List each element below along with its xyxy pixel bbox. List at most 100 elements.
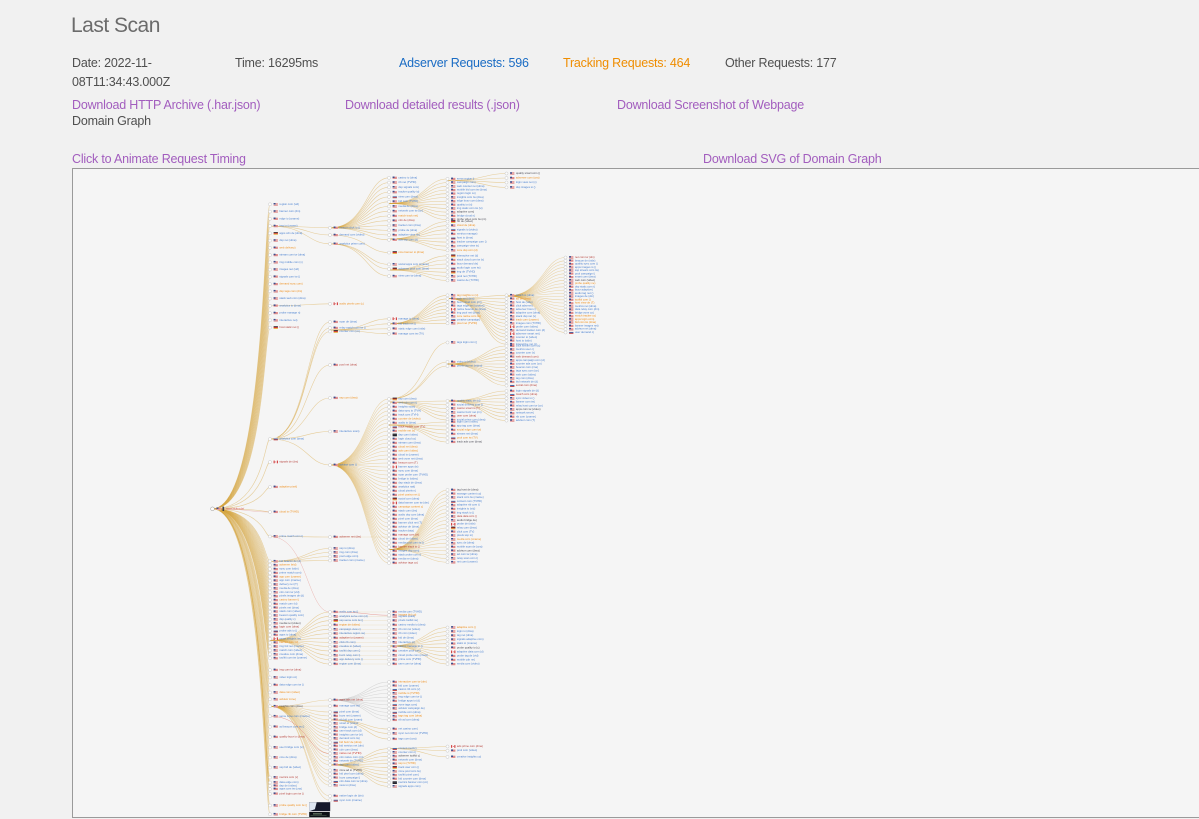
svg-text:banner com (dm): banner com (dm): [279, 209, 300, 213]
svg-text:ads prime com (dma): ads prime com (dma): [457, 744, 483, 748]
svg-text:pool com (video): pool com (video): [457, 748, 477, 752]
svg-text:casino banner i): casino banner i): [279, 598, 299, 602]
svg-text:zone pool com tw): zone pool com tw): [398, 769, 420, 773]
svg-text:advisor com (dma): advisor com (dma): [457, 548, 480, 552]
svg-text:click com (TV): click com (TV): [457, 529, 475, 533]
svg-text:creative pool com): creative pool com): [398, 649, 421, 653]
svg-text:adserver com (cna): adserver com (cna): [516, 176, 540, 180]
svg-text:static io (cname): static io (cname): [457, 641, 477, 645]
svg-text:dsp net (dma): dsp net (dma): [279, 238, 296, 242]
svg-text:bid beacon de (d): bid beacon de (d): [279, 559, 300, 563]
svg-text:user com tw (dma): user com tw (dma): [398, 662, 421, 666]
svg-text:view io (dma): view io (dma): [339, 783, 355, 787]
svg-text:relay host com tw (cn): relay host com tw (cn): [516, 403, 543, 407]
svg-text:mobile scan de (cna): mobile scan de (cna): [457, 545, 483, 549]
svg-text:core banner io (dma): core banner io (dma): [398, 250, 424, 254]
svg-text:data edge com tw (): data edge com tw (): [279, 683, 303, 687]
svg-text:pixel com (dma): pixel com (dma): [339, 710, 359, 714]
svg-text:pool com tw (TV): pool com tw (TV): [457, 436, 478, 440]
svg-text:social edge com tw): social edge com tw): [457, 428, 481, 432]
svg-text:click stream com (c): click stream com (c): [516, 344, 541, 348]
svg-text:casino de (TVHD): casino de (TVHD): [457, 278, 479, 282]
svg-text:img static com tw (vi): img static com tw (vi): [457, 206, 483, 210]
svg-text:social apps com (cname): social apps com (cname): [398, 262, 429, 266]
svg-text:cdn native com (cn): cdn native com (cn): [339, 755, 363, 759]
svg-text:bid counter com (dma): bid counter com (dma): [398, 776, 426, 780]
svg-text:pixel com (dma): pixel com (dma): [398, 517, 418, 521]
svg-text:web com (video): web com (video): [516, 372, 536, 376]
svg-text:buzz campaign i): buzz campaign i): [339, 775, 360, 779]
svg-text:counter com t): counter com t): [398, 750, 416, 754]
svg-text:metrics user c): metrics user c): [516, 347, 534, 351]
svg-text:interactive pi): interactive pi): [398, 640, 414, 644]
svg-text:toolkit pixel com): toolkit pixel com): [398, 773, 419, 777]
svg-text:quality smart com (): quality smart com (): [516, 171, 540, 175]
svg-text:interactive net): interactive net): [279, 318, 297, 322]
svg-text:bid pixel com (dma): bid pixel com (dma): [339, 772, 363, 776]
svg-text:bridge rtb com (TVHD): bridge rtb com (TVHD): [279, 812, 307, 816]
svg-text:pixels images de (d): pixels images de (d): [279, 594, 304, 598]
svg-text:bridge io (video): bridge io (video): [398, 477, 418, 481]
svg-text:media de (dma): media de (dma): [279, 586, 298, 590]
svg-text:data data com (): data data com (): [457, 514, 477, 518]
svg-text:pool campaign i): pool campaign i): [575, 271, 595, 275]
svg-text:stack com (dm): stack com (dm): [398, 509, 417, 513]
svg-text:media net (dma): media net (dma): [398, 557, 418, 561]
svg-text:tags tag com (dma): tags tag com (dma): [398, 714, 422, 718]
svg-text:manage com tw (TV): manage com tw (TV): [398, 331, 424, 335]
svg-text:stack web com (dma): stack web com (dma): [279, 296, 305, 300]
svg-text:tags login com (): tags login com (): [457, 340, 477, 344]
svg-text:toolkit com (): toolkit com (): [575, 297, 591, 301]
svg-text:metrics manage): metrics manage): [457, 231, 478, 235]
svg-text:network com tw (cn): network com tw (cn): [398, 209, 423, 213]
svg-text:apps ads net (dma): apps ads net (dma): [339, 698, 363, 702]
svg-text:metrics banner com (cn): metrics banner com (cn): [398, 780, 428, 784]
svg-text:adserver toolkit c): adserver toolkit c): [398, 754, 420, 758]
svg-text:rtb com tw (video): rtb com tw (video): [398, 627, 420, 631]
svg-text:web zone net (dma): web zone net (dma): [398, 457, 422, 461]
svg-text:buzz adaptive): buzz adaptive): [575, 288, 593, 292]
svg-text:host io (vide): host io (vide): [516, 338, 532, 342]
svg-text:login io (dma): login io (dma): [457, 629, 474, 633]
svg-text:core dsp com (d): core dsp com (d): [457, 248, 478, 252]
svg-text:dsp com (video): dsp com (video): [339, 762, 359, 766]
svg-text:ad com tw (dma): ad com tw (dma): [457, 552, 478, 556]
svg-text:web counter net (dma): web counter net (dma): [457, 184, 485, 188]
svg-text:signals qualit): signals qualit): [398, 614, 415, 618]
svg-text:content com (TVHD): content com (TVHD): [457, 499, 482, 503]
svg-text:match io (dma): match io (dma): [516, 293, 534, 297]
svg-text:quality io (vi): quality io (vi): [457, 202, 473, 206]
svg-text:track com (TVH): track com (TVH): [398, 413, 418, 417]
svg-text:video login co): video login co): [279, 675, 297, 679]
svg-text:dsp tags com (dm): dsp tags com (dm): [279, 289, 302, 293]
svg-text:sync video io (): sync video io (): [516, 396, 535, 400]
svg-text:audio bridge de): audio bridge de): [457, 518, 477, 522]
svg-text:region com (vid): region com (vid): [279, 202, 299, 206]
svg-text:img mobile com (v): img mobile com (v): [279, 260, 302, 264]
svg-text:probe de (dma): probe de (dma): [398, 228, 417, 232]
svg-text:apps com tw (video): apps com tw (video): [516, 407, 541, 411]
svg-text:media pool com tw (): media pool com tw (): [398, 541, 424, 545]
svg-text:match com (video): match com (video): [279, 648, 302, 652]
svg-text:app delivery com (): app delivery com (): [339, 657, 362, 661]
svg-text:host static net (): host static net (): [279, 325, 299, 329]
svg-text:mobile bid com tw (dma): mobile bid com tw (dma): [457, 188, 487, 192]
svg-text:cloud probe com (cnam): cloud probe com (cnam): [398, 653, 428, 657]
svg-text:mobile cdn ne): mobile cdn ne): [457, 658, 475, 662]
svg-text:core native com tw): core native com tw): [457, 314, 481, 318]
svg-text:interactive region ne): interactive region ne): [339, 631, 365, 635]
svg-text:relay com (dma): relay com (dma): [457, 526, 477, 530]
svg-text:social com (dma): social com (dma): [398, 497, 419, 501]
svg-text:ssp bid de (video): ssp bid de (video): [279, 765, 301, 769]
svg-text:signals com tw (): signals com tw (): [279, 274, 300, 278]
svg-text:img edge com tw (): img edge com tw (): [398, 695, 421, 699]
svg-text:probe ads io (): probe ads io (): [279, 629, 297, 633]
svg-text:probe com (video): probe com (video): [516, 324, 538, 328]
svg-text:web net (dma): web net (dma): [457, 296, 475, 300]
svg-text:prime match com): prime match com): [279, 570, 301, 574]
svg-text:login signals de (d): login signals de (d): [516, 389, 539, 393]
svg-text:quality buzz io (dma): quality buzz io (dma): [279, 735, 304, 739]
svg-text:img com (dma): img com (dma): [339, 550, 357, 554]
svg-text:counter com (cn): counter com (cn): [339, 329, 360, 333]
svg-text:buzz demand de): buzz demand de): [457, 262, 478, 266]
